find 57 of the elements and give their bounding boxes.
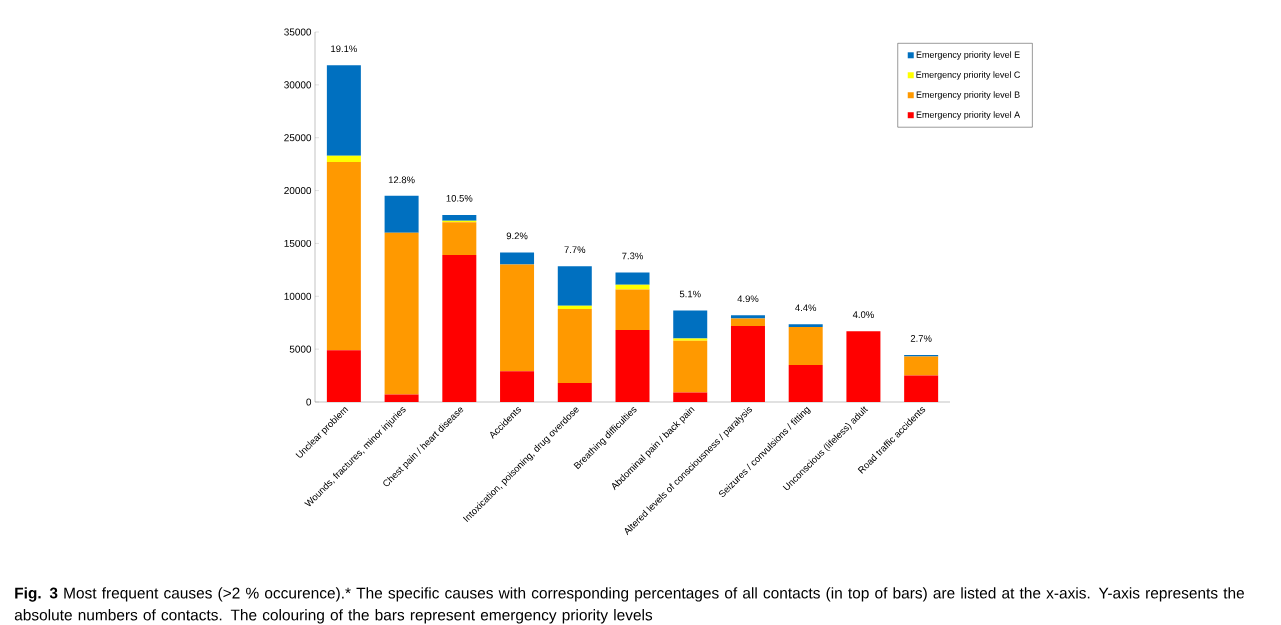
bar bbox=[500, 252, 535, 265]
y-tick-label: 10000 bbox=[284, 292, 312, 300]
annotation: 4.0% bbox=[852, 311, 874, 318]
annotation: 7.3% bbox=[622, 252, 643, 260]
annotation: 4.9% bbox=[737, 295, 759, 303]
bar bbox=[730, 315, 765, 319]
bar bbox=[384, 394, 419, 402]
legend-label: Emergency priority level B bbox=[916, 91, 1020, 100]
bar bbox=[500, 264, 535, 372]
bar bbox=[384, 232, 419, 395]
annotation: 19.1% bbox=[331, 45, 357, 53]
bar bbox=[500, 371, 535, 402]
bar bbox=[788, 326, 823, 365]
y-tick-label: 20000 bbox=[284, 187, 312, 195]
bar bbox=[730, 318, 765, 326]
bar bbox=[384, 195, 419, 233]
bar bbox=[788, 324, 823, 327]
bar bbox=[557, 305, 592, 309]
legend-label: Emergency priority level E bbox=[916, 51, 1020, 60]
annotation: 5.1% bbox=[679, 290, 701, 298]
bar bbox=[904, 375, 939, 402]
y-tick-label: 5000 bbox=[289, 345, 312, 353]
annotation: 10.5% bbox=[446, 194, 473, 202]
y-tick-label: 30000 bbox=[284, 81, 312, 89]
bar bbox=[442, 214, 477, 221]
bar bbox=[557, 382, 592, 402]
bar bbox=[846, 331, 881, 402]
bar bbox=[615, 272, 650, 285]
annotation: 7.7% bbox=[564, 246, 586, 253]
bar bbox=[673, 338, 708, 341]
y-tick-label: 35000 bbox=[284, 28, 312, 36]
bar bbox=[442, 255, 477, 402]
y-tick-label: 25000 bbox=[284, 134, 312, 142]
bar bbox=[326, 65, 361, 156]
annotation: 2.7% bbox=[910, 335, 932, 342]
legend-label: Emergency priority level A bbox=[916, 111, 1021, 120]
bar bbox=[615, 289, 650, 331]
bar bbox=[326, 350, 361, 402]
y-tick-label: 0 bbox=[306, 398, 312, 406]
bar bbox=[788, 365, 823, 402]
bar bbox=[904, 356, 939, 376]
bar bbox=[615, 330, 650, 402]
bar bbox=[326, 155, 361, 163]
bar bbox=[673, 340, 708, 393]
bar bbox=[442, 222, 477, 256]
y-tick-label: 15000 bbox=[284, 239, 312, 247]
bar bbox=[730, 325, 765, 402]
bar bbox=[557, 266, 592, 306]
text: Fig. 3 Most frequent causes (>2 % occurence).* The specific causes with corresponding percentages of all contacts (in top of bars) are listed at the x-axis. Y-axis represents the absolute numbers of contacts. The colouring of the bars represent emergency priority levels bbox=[14, 587, 1244, 624]
bar bbox=[557, 308, 592, 383]
annotation: 12.8% bbox=[388, 176, 415, 184]
annotation: 4.4% bbox=[795, 304, 817, 312]
annotation: 9.2% bbox=[506, 232, 528, 240]
legend-label: Emergency priority level C bbox=[916, 71, 1021, 80]
bar bbox=[673, 392, 708, 402]
bar bbox=[673, 310, 708, 339]
bar bbox=[326, 162, 361, 351]
